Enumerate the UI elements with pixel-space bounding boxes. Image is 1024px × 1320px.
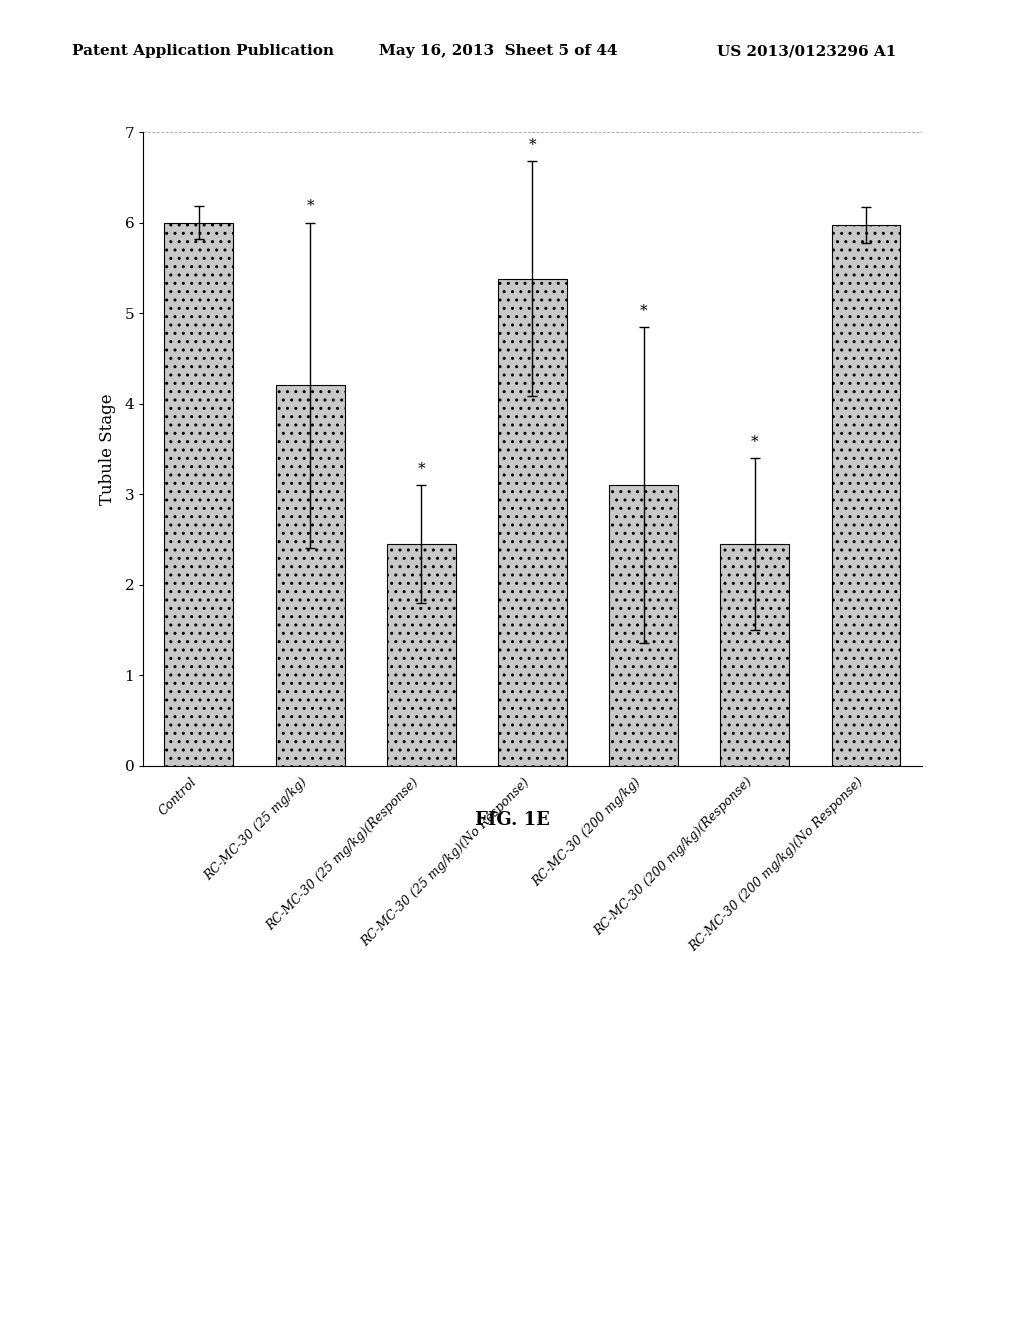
- Text: FIG. 1E: FIG. 1E: [475, 810, 549, 829]
- Bar: [387, 544, 456, 766]
- Bar: [498, 279, 567, 766]
- Text: Patent Application Publication: Patent Application Publication: [72, 45, 334, 58]
- Text: May 16, 2013  Sheet 5 of 44: May 16, 2013 Sheet 5 of 44: [379, 45, 617, 58]
- Bar: [275, 385, 345, 766]
- Bar: [609, 484, 678, 766]
- Text: *: *: [751, 434, 759, 449]
- Text: *: *: [306, 199, 314, 214]
- Text: US 2013/0123296 A1: US 2013/0123296 A1: [717, 45, 896, 58]
- Text: *: *: [418, 462, 425, 477]
- Bar: [165, 223, 233, 766]
- Text: *: *: [528, 137, 537, 152]
- Y-axis label: Tubule Stage: Tubule Stage: [99, 393, 117, 504]
- Bar: [831, 226, 900, 766]
- Text: *: *: [640, 304, 647, 318]
- Bar: [720, 544, 790, 766]
